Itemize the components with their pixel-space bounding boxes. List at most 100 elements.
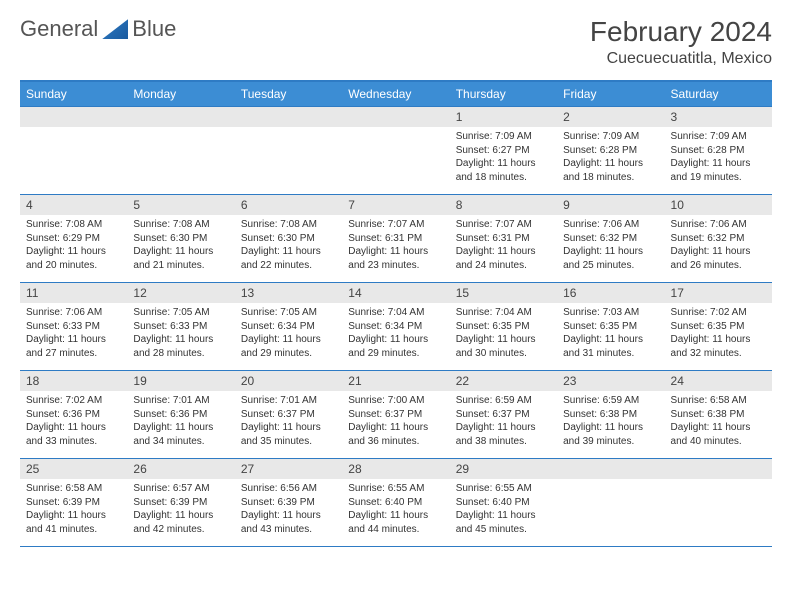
day-body: Sunrise: 6:55 AMSunset: 6:40 PMDaylight:… [450,479,557,539]
day-body: Sunrise: 6:58 AMSunset: 6:38 PMDaylight:… [665,391,772,451]
day-cell: 12Sunrise: 7:05 AMSunset: 6:33 PMDayligh… [127,283,234,371]
sunset-text: Sunset: 6:38 PM [563,408,658,422]
title-block: February 2024 Cuecuecuatitla, Mexico [590,16,772,68]
month-title: February 2024 [590,16,772,48]
day-body: Sunrise: 7:02 AMSunset: 6:35 PMDaylight:… [665,303,772,363]
sunset-text: Sunset: 6:39 PM [133,496,228,510]
day-number: 25 [20,459,127,479]
day-number: 13 [235,283,342,303]
sunrise-text: Sunrise: 6:58 AM [671,394,766,408]
daylight-text: Daylight: 11 hours and 18 minutes. [563,157,658,184]
day-body: Sunrise: 6:59 AMSunset: 6:38 PMDaylight:… [557,391,664,451]
sunset-text: Sunset: 6:32 PM [563,232,658,246]
daylight-text: Daylight: 11 hours and 29 minutes. [348,333,443,360]
sunrise-text: Sunrise: 6:59 AM [563,394,658,408]
day-cell: 9Sunrise: 7:06 AMSunset: 6:32 PMDaylight… [557,195,664,283]
sunrise-text: Sunrise: 7:07 AM [348,218,443,232]
sunset-text: Sunset: 6:28 PM [563,144,658,158]
day-number: 4 [20,195,127,215]
day-number: 20 [235,371,342,391]
daylight-text: Daylight: 11 hours and 23 minutes. [348,245,443,272]
daylight-text: Daylight: 11 hours and 22 minutes. [241,245,336,272]
day-body: Sunrise: 7:07 AMSunset: 6:31 PMDaylight:… [450,215,557,275]
day-number: 3 [665,107,772,127]
sunset-text: Sunset: 6:28 PM [671,144,766,158]
day-body: Sunrise: 7:05 AMSunset: 6:33 PMDaylight:… [127,303,234,363]
day-body: Sunrise: 6:55 AMSunset: 6:40 PMDaylight:… [342,479,449,539]
triangle-icon [102,19,128,39]
day-cell: 10Sunrise: 7:06 AMSunset: 6:32 PMDayligh… [665,195,772,283]
day-body: Sunrise: 7:09 AMSunset: 6:28 PMDaylight:… [665,127,772,187]
day-cell: 16Sunrise: 7:03 AMSunset: 6:35 PMDayligh… [557,283,664,371]
day-cell [20,107,127,195]
day-body: Sunrise: 7:04 AMSunset: 6:35 PMDaylight:… [450,303,557,363]
dow-thursday: Thursday [450,81,557,107]
sunset-text: Sunset: 6:33 PM [133,320,228,334]
day-body [342,127,449,133]
day-body [665,479,772,485]
sunset-text: Sunset: 6:34 PM [348,320,443,334]
sunrise-text: Sunrise: 6:58 AM [26,482,121,496]
logo: General Blue [20,16,176,42]
daylight-text: Daylight: 11 hours and 42 minutes. [133,509,228,536]
sunrise-text: Sunrise: 7:04 AM [456,306,551,320]
day-body: Sunrise: 7:08 AMSunset: 6:30 PMDaylight:… [127,215,234,275]
day-number: 19 [127,371,234,391]
day-cell: 17Sunrise: 7:02 AMSunset: 6:35 PMDayligh… [665,283,772,371]
daylight-text: Daylight: 11 hours and 25 minutes. [563,245,658,272]
logo-text-2: Blue [132,16,176,42]
sunset-text: Sunset: 6:30 PM [133,232,228,246]
day-number: 5 [127,195,234,215]
day-cell: 28Sunrise: 6:55 AMSunset: 6:40 PMDayligh… [342,459,449,547]
day-body: Sunrise: 7:08 AMSunset: 6:29 PMDaylight:… [20,215,127,275]
daylight-text: Daylight: 11 hours and 31 minutes. [563,333,658,360]
daylight-text: Daylight: 11 hours and 21 minutes. [133,245,228,272]
day-body: Sunrise: 6:56 AMSunset: 6:39 PMDaylight:… [235,479,342,539]
day-number: 17 [665,283,772,303]
day-number: 26 [127,459,234,479]
sunset-text: Sunset: 6:36 PM [26,408,121,422]
day-number: 1 [450,107,557,127]
sunrise-text: Sunrise: 7:02 AM [671,306,766,320]
daylight-text: Daylight: 11 hours and 33 minutes. [26,421,121,448]
daylight-text: Daylight: 11 hours and 34 minutes. [133,421,228,448]
day-cell: 8Sunrise: 7:07 AMSunset: 6:31 PMDaylight… [450,195,557,283]
day-number [127,107,234,127]
sunrise-text: Sunrise: 6:55 AM [456,482,551,496]
day-cell: 24Sunrise: 6:58 AMSunset: 6:38 PMDayligh… [665,371,772,459]
dow-wednesday: Wednesday [342,81,449,107]
day-number: 9 [557,195,664,215]
day-cell: 5Sunrise: 7:08 AMSunset: 6:30 PMDaylight… [127,195,234,283]
dow-tuesday: Tuesday [235,81,342,107]
day-cell: 29Sunrise: 6:55 AMSunset: 6:40 PMDayligh… [450,459,557,547]
sunrise-text: Sunrise: 7:09 AM [563,130,658,144]
day-number: 7 [342,195,449,215]
daylight-text: Daylight: 11 hours and 20 minutes. [26,245,121,272]
day-cell: 25Sunrise: 6:58 AMSunset: 6:39 PMDayligh… [20,459,127,547]
day-number: 24 [665,371,772,391]
day-cell: 14Sunrise: 7:04 AMSunset: 6:34 PMDayligh… [342,283,449,371]
day-body: Sunrise: 7:09 AMSunset: 6:28 PMDaylight:… [557,127,664,187]
sunset-text: Sunset: 6:35 PM [671,320,766,334]
day-cell: 18Sunrise: 7:02 AMSunset: 6:36 PMDayligh… [20,371,127,459]
day-body: Sunrise: 7:06 AMSunset: 6:32 PMDaylight:… [665,215,772,275]
sunset-text: Sunset: 6:37 PM [348,408,443,422]
sunset-text: Sunset: 6:36 PM [133,408,228,422]
day-cell: 4Sunrise: 7:08 AMSunset: 6:29 PMDaylight… [20,195,127,283]
daylight-text: Daylight: 11 hours and 24 minutes. [456,245,551,272]
sunrise-text: Sunrise: 6:56 AM [241,482,336,496]
sunrise-text: Sunrise: 7:09 AM [456,130,551,144]
day-body: Sunrise: 7:09 AMSunset: 6:27 PMDaylight:… [450,127,557,187]
daylight-text: Daylight: 11 hours and 39 minutes. [563,421,658,448]
dow-friday: Friday [557,81,664,107]
day-cell [127,107,234,195]
day-body: Sunrise: 7:03 AMSunset: 6:35 PMDaylight:… [557,303,664,363]
sunset-text: Sunset: 6:33 PM [26,320,121,334]
day-number: 28 [342,459,449,479]
day-body [20,127,127,133]
day-cell: 2Sunrise: 7:09 AMSunset: 6:28 PMDaylight… [557,107,664,195]
day-cell: 22Sunrise: 6:59 AMSunset: 6:37 PMDayligh… [450,371,557,459]
daylight-text: Daylight: 11 hours and 28 minutes. [133,333,228,360]
day-number: 6 [235,195,342,215]
day-body: Sunrise: 7:08 AMSunset: 6:30 PMDaylight:… [235,215,342,275]
